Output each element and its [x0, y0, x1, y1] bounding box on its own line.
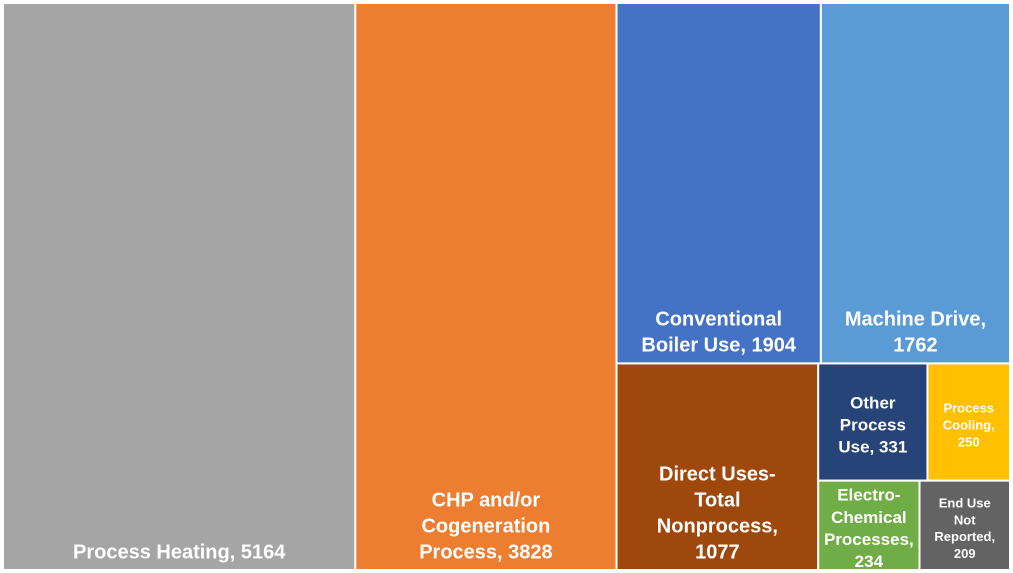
tile-label: CHP and/or Cogeneration Process, 3828 — [419, 489, 552, 563]
tile-label: Direct Uses-Total Nonprocess, 1077 — [657, 463, 778, 563]
treemap-tile — [615, 2, 822, 365]
tile-label: Electro-Chemical Processes, 234 — [824, 486, 914, 571]
tile-label: Process Cooling, 250 — [943, 401, 995, 450]
tile-label: Machine Drive, 1762 — [845, 309, 986, 357]
treemap-tile — [817, 479, 921, 571]
tile-label: Other Process Use, 331 — [838, 393, 907, 456]
treemap-tile — [926, 362, 1011, 482]
tile-label: Process Heating, 5164 — [73, 541, 286, 563]
tile-label: Conventional Boiler Use, 1904 — [641, 309, 796, 357]
treemap-tile — [918, 479, 1011, 571]
tile-label: End Use Not Reported, 209 — [934, 495, 995, 561]
treemap-tile — [819, 2, 1012, 365]
treemap-tile — [2, 2, 357, 571]
treemap-tile — [615, 362, 820, 571]
treemap-tile — [354, 2, 618, 571]
